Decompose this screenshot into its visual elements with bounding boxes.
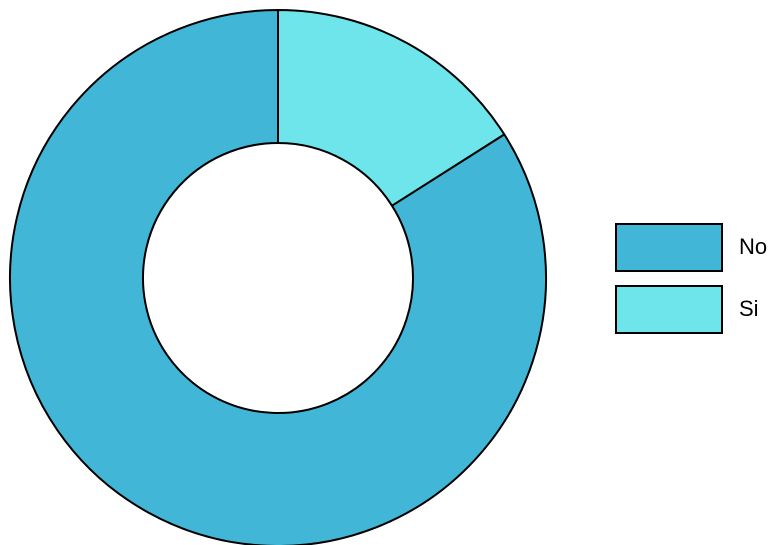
legend-swatch-si bbox=[615, 284, 723, 334]
donut-slice-no bbox=[9, 9, 547, 545]
legend-item-no: No bbox=[615, 221, 767, 273]
legend-swatch-no bbox=[615, 222, 723, 272]
legend-label-no: No bbox=[739, 234, 768, 259]
legend-label-si: Si bbox=[739, 296, 759, 321]
donut-slice-si bbox=[277, 9, 506, 207]
donut-chart bbox=[9, 9, 547, 545]
legend-item-si: Si bbox=[615, 283, 767, 335]
legend: No Si bbox=[615, 221, 767, 345]
